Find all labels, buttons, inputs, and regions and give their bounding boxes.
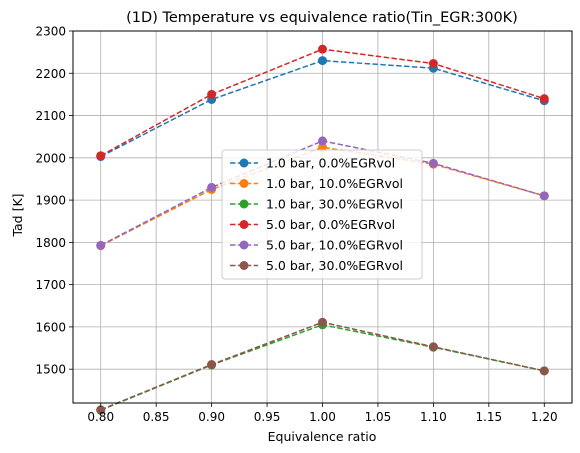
data-point (318, 56, 327, 66)
data-point (96, 405, 106, 415)
legend-marker (239, 158, 249, 168)
data-point (318, 136, 327, 146)
x-tick-label: 1.00 (309, 410, 336, 424)
legend-item: 5.0 bar, 30.0%EGRvol (230, 258, 403, 273)
x-tick-label: 1.15 (475, 410, 502, 424)
legend-label: 5.0 bar, 0.0%EGRvol (266, 217, 395, 232)
data-point (428, 342, 438, 352)
legend-marker (239, 220, 249, 229)
data-point (207, 89, 217, 99)
legend-marker (239, 261, 249, 270)
y-tick-label: 1600 (35, 320, 66, 334)
legend-item: 5.0 bar, 0.0%EGRvol (230, 217, 395, 232)
y-tick-label: 1700 (35, 278, 66, 292)
series-layer (96, 44, 549, 415)
legend-marker (239, 240, 249, 250)
x-tick-label: 0.80 (87, 410, 114, 424)
y-tick-label: 2100 (35, 109, 66, 123)
legend-label: 1.0 bar, 10.0%EGRvol (266, 176, 403, 191)
x-tick-label: 1.05 (365, 410, 392, 424)
data-point (96, 151, 106, 161)
legend-item: 1.0 bar, 10.0%EGRvol (230, 176, 403, 191)
data-point (318, 44, 327, 54)
legend-label: 5.0 bar, 30.0%EGRvol (266, 258, 403, 273)
data-point (207, 360, 217, 370)
legend-label: 5.0 bar, 10.0%EGRvol (266, 238, 403, 253)
data-point (207, 182, 217, 192)
y-tick-label: 1800 (35, 236, 66, 250)
series-6 (96, 317, 549, 415)
data-point (539, 366, 549, 376)
legend-box (221, 149, 423, 280)
y-tick-label: 1500 (35, 363, 66, 377)
y-tick-label: 2000 (35, 151, 66, 165)
legend-label: 1.0 bar, 0.0%EGRvol (266, 156, 395, 171)
series-4 (96, 44, 549, 161)
data-point (428, 59, 438, 69)
legend: 1.0 bar, 0.0%EGRvol 1.0 bar, 10.0%EGRvol 1… (221, 149, 423, 280)
y-tick-label: 2200 (35, 67, 66, 81)
data-point (539, 191, 549, 201)
x-tick-label: 0.95 (254, 410, 281, 424)
x-tick-label: 1.10 (420, 410, 447, 424)
legend-marker (239, 179, 249, 188)
y-tick-label: 2300 (35, 25, 66, 39)
data-point (96, 240, 106, 250)
legend-marker (239, 199, 249, 209)
x-tick-label: 1.20 (531, 410, 558, 424)
series-line (100, 146, 545, 247)
x-axis-title: Equivalence ratio (268, 429, 377, 444)
y-axis-title: Tad [K] (10, 193, 25, 237)
series-5 (96, 136, 549, 250)
legend-item: 5.0 bar, 10.0%EGRvol (230, 238, 403, 253)
x-tick-label: 0.90 (198, 410, 225, 424)
chart-title: (1D) Temperature vs equivalence ratio(Ti… (126, 10, 518, 26)
ticks: 0.80 0.85 0.90 0.95 1.00 1.05 1.10 1.15 1.20 1500… (35, 25, 557, 425)
legend-item: 1.0 bar, 0.0%EGRvol (230, 156, 395, 171)
data-point (318, 317, 327, 327)
x-tick-label: 0.85 (143, 410, 170, 424)
data-point (428, 158, 438, 168)
legend-label: 1.0 bar, 30.0%EGRvol (266, 197, 403, 212)
data-point (539, 94, 549, 104)
legend-item: 1.0 bar, 30.0%EGRvol (230, 197, 403, 212)
y-tick-label: 1900 (35, 194, 66, 208)
